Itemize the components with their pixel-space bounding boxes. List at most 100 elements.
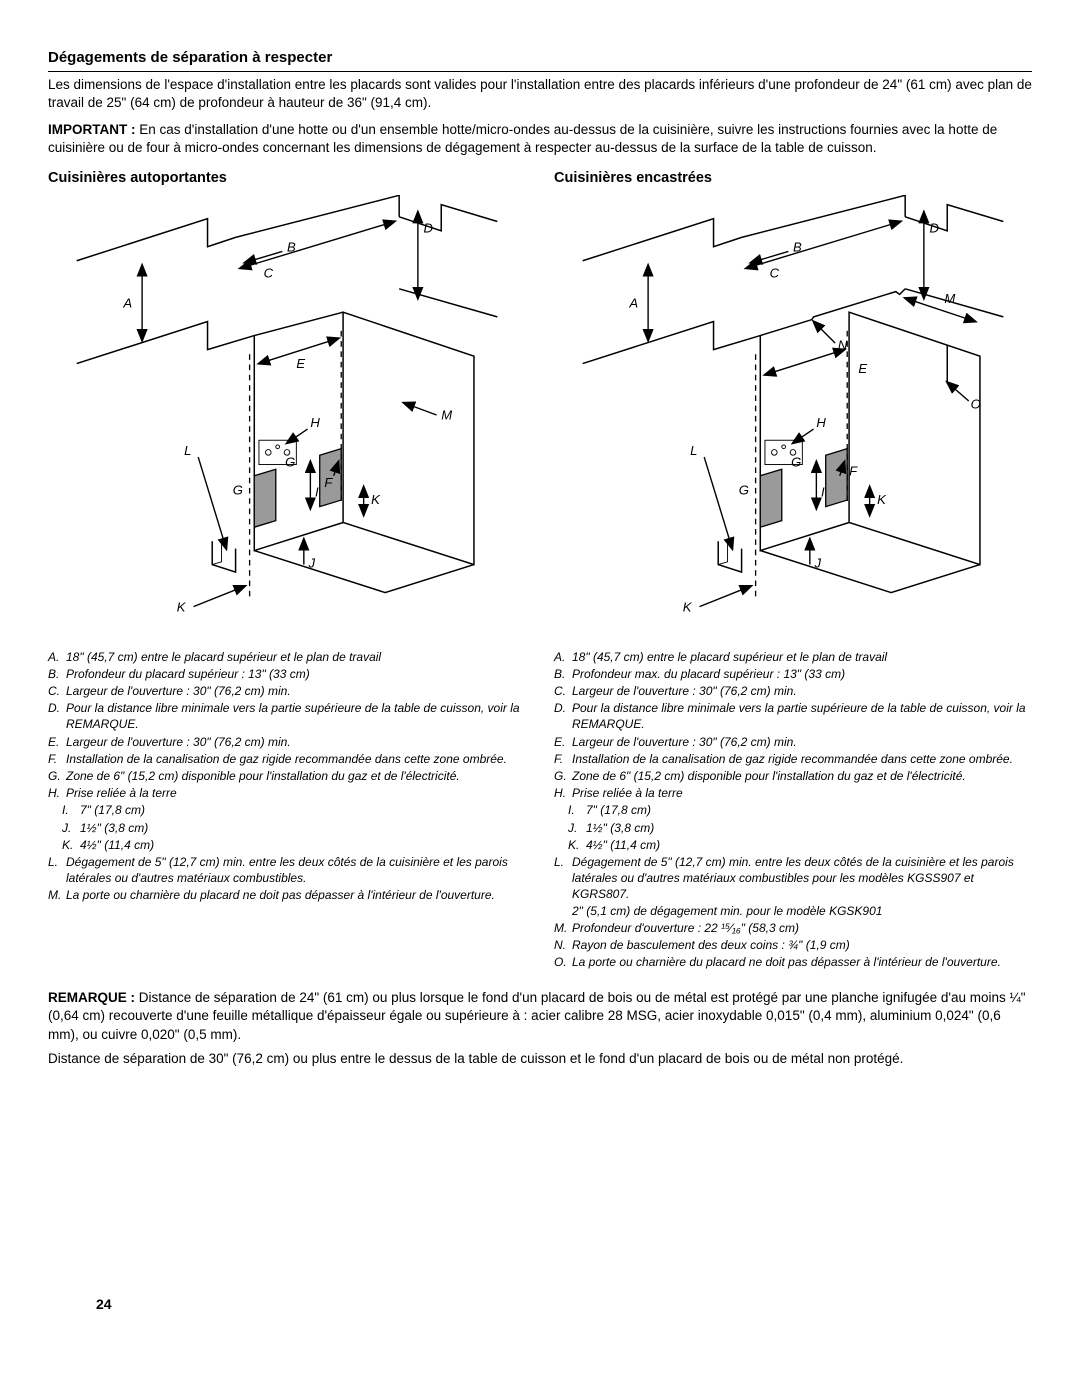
legend-label: F. — [554, 751, 572, 767]
legend-item: J.1½" (3,8 cm) — [554, 820, 1032, 836]
important-paragraph: IMPORTANT : En cas d'installation d'une … — [48, 121, 1032, 157]
page-number: 24 — [96, 1295, 112, 1314]
legend-item: E.Largeur de l'ouverture : 30" (76,2 cm)… — [554, 734, 1032, 750]
lbl-m: M — [441, 407, 452, 422]
remark-block: REMARQUE : Distance de séparation de 24"… — [48, 989, 1032, 1068]
legend-text: Profondeur du placard supérieur : 13" (3… — [66, 666, 310, 682]
right-column: Cuisinières encastrées — [554, 169, 1032, 971]
legend-text: La porte ou charnière du placard ne doit… — [572, 954, 1001, 970]
legend-label: A. — [554, 649, 572, 665]
legend-item: N.Rayon de basculement des deux coins : … — [554, 937, 1032, 953]
legend-item: A.18" (45,7 cm) entre le placard supérie… — [554, 649, 1032, 665]
lbl-g2: G — [233, 482, 243, 497]
legend-text: Zone de 6" (15,2 cm) disponible pour l'i… — [66, 768, 460, 784]
legend-label: H. — [554, 785, 572, 801]
r-lbl-m: M — [944, 291, 955, 306]
legend-text: 7" (17,8 cm) — [80, 802, 145, 818]
page: Dégagements de séparation à respecter Le… — [48, 48, 1032, 1358]
legend-label: E. — [554, 734, 572, 750]
legend-item: B.Profondeur du placard supérieur : 13" … — [48, 666, 526, 682]
legend-item: C.Largeur de l'ouverture : 30" (76,2 cm)… — [48, 683, 526, 699]
right-title: Cuisinières encastrées — [554, 169, 1032, 189]
legend-text: Zone de 6" (15,2 cm) disponible pour l'i… — [572, 768, 966, 784]
lbl-k2: K — [177, 599, 187, 614]
lbl-k: K — [371, 491, 381, 506]
legend-label: J. — [568, 820, 586, 836]
r-lbl-d: D — [929, 220, 939, 235]
legend-label: M. — [48, 887, 66, 903]
legend-label: B. — [554, 666, 572, 682]
legend-item: D.Pour la distance libre minimale vers l… — [48, 700, 526, 732]
legend-label: D. — [48, 700, 66, 732]
legend-label: B. — [48, 666, 66, 682]
r-lbl-l: L — [690, 443, 697, 458]
legend-item: L.Dégagement de 5" (12,7 cm) min. entre … — [554, 854, 1032, 919]
legend-item: C.Largeur de l'ouverture : 30" (76,2 cm)… — [554, 683, 1032, 699]
legend-item: F.Installation de la canalisation de gaz… — [48, 751, 526, 767]
legend-text: Largeur de l'ouverture : 30" (76,2 cm) m… — [66, 683, 291, 699]
legend-label: E. — [48, 734, 66, 750]
r-lbl-j: J — [814, 555, 822, 570]
legend-item: L.Dégagement de 5" (12,7 cm) min. entre … — [48, 854, 526, 886]
legend-item: A.18" (45,7 cm) entre le placard supérie… — [48, 649, 526, 665]
legend-item: K.4½" (11,4 cm) — [48, 837, 526, 853]
legend-label: K. — [62, 837, 80, 853]
r-lbl-k: K — [877, 491, 887, 506]
legend-label: L. — [48, 854, 66, 886]
lbl-f: F — [324, 475, 333, 490]
left-diagram: A B C D E M — [48, 195, 526, 635]
left-title: Cuisinières autoportantes — [48, 169, 526, 189]
legend-text: 18" (45,7 cm) entre le placard supérieur… — [572, 649, 887, 665]
columns: Cuisinières autoportantes — [48, 169, 1032, 971]
r-lbl-k2: K — [683, 599, 693, 614]
lbl-i: I — [315, 484, 319, 499]
lbl-h: H — [310, 415, 320, 430]
legend-text: Installation de la canalisation de gaz r… — [572, 751, 1013, 767]
legend-text: Dégagement de 5" (12,7 cm) min. entre le… — [572, 854, 1032, 919]
legend-text: Pour la distance libre minimale vers la … — [66, 700, 526, 732]
lbl-c: C — [264, 265, 274, 280]
legend-text: 7" (17,8 cm) — [586, 802, 651, 818]
legend-item: J.1½" (3,8 cm) — [48, 820, 526, 836]
remark-label: REMARQUE : — [48, 990, 135, 1005]
section-title: Dégagements de séparation à respecter — [48, 48, 1032, 72]
right-diagram: A B C D M N — [554, 195, 1032, 635]
legend-text: Pour la distance libre minimale vers la … — [572, 700, 1032, 732]
legend-text: Largeur de l'ouverture : 30" (76,2 cm) m… — [572, 734, 797, 750]
important-text: En cas d'installation d'une hotte ou d'u… — [48, 122, 997, 155]
legend-label: I. — [568, 802, 586, 818]
legend-item: I.7" (17,8 cm) — [554, 802, 1032, 818]
legend-item: D.Pour la distance libre minimale vers l… — [554, 700, 1032, 732]
r-lbl-o: O — [971, 396, 981, 411]
legend-text: Profondeur max. du placard supérieur : 1… — [572, 666, 845, 682]
legend-item: M.La porte ou charnière du placard ne do… — [48, 887, 526, 903]
legend-label: C. — [554, 683, 572, 699]
legend-label: M. — [554, 920, 572, 936]
lbl-d: D — [423, 220, 433, 235]
r-lbl-c: C — [770, 265, 780, 280]
legend-item: E.Largeur de l'ouverture : 30" (76,2 cm)… — [48, 734, 526, 750]
legend-text: Dégagement de 5" (12,7 cm) min. entre le… — [66, 854, 526, 886]
lbl-e: E — [296, 356, 305, 371]
legend-text: 4½" (11,4 cm) — [80, 837, 154, 853]
legend-label: F. — [48, 751, 66, 767]
legend-label: L. — [554, 854, 572, 919]
r-lbl-i: I — [821, 484, 825, 499]
lbl-a: A — [122, 295, 132, 310]
legend-item: K.4½" (11,4 cm) — [554, 837, 1032, 853]
legend-item: G.Zone de 6" (15,2 cm) disponible pour l… — [554, 768, 1032, 784]
legend-label: H. — [48, 785, 66, 801]
lbl-l: L — [184, 443, 191, 458]
legend-text: Largeur de l'ouverture : 30" (76,2 cm) m… — [66, 734, 291, 750]
legend-item: F.Installation de la canalisation de gaz… — [554, 751, 1032, 767]
legend-label: A. — [48, 649, 66, 665]
legend-item: B.Profondeur max. du placard supérieur :… — [554, 666, 1032, 682]
legend-item: G.Zone de 6" (15,2 cm) disponible pour l… — [48, 768, 526, 784]
r-lbl-g: G — [791, 454, 801, 469]
legend-label: N. — [554, 937, 572, 953]
legend-item: H.Prise reliée à la terre — [554, 785, 1032, 801]
legend-text: Prise reliée à la terre — [572, 785, 683, 801]
legend-text: Installation de la canalisation de gaz r… — [66, 751, 507, 767]
remark-2: Distance de séparation de 30" (76,2 cm) … — [48, 1050, 1032, 1068]
legend-item: H.Prise reliée à la terre — [48, 785, 526, 801]
